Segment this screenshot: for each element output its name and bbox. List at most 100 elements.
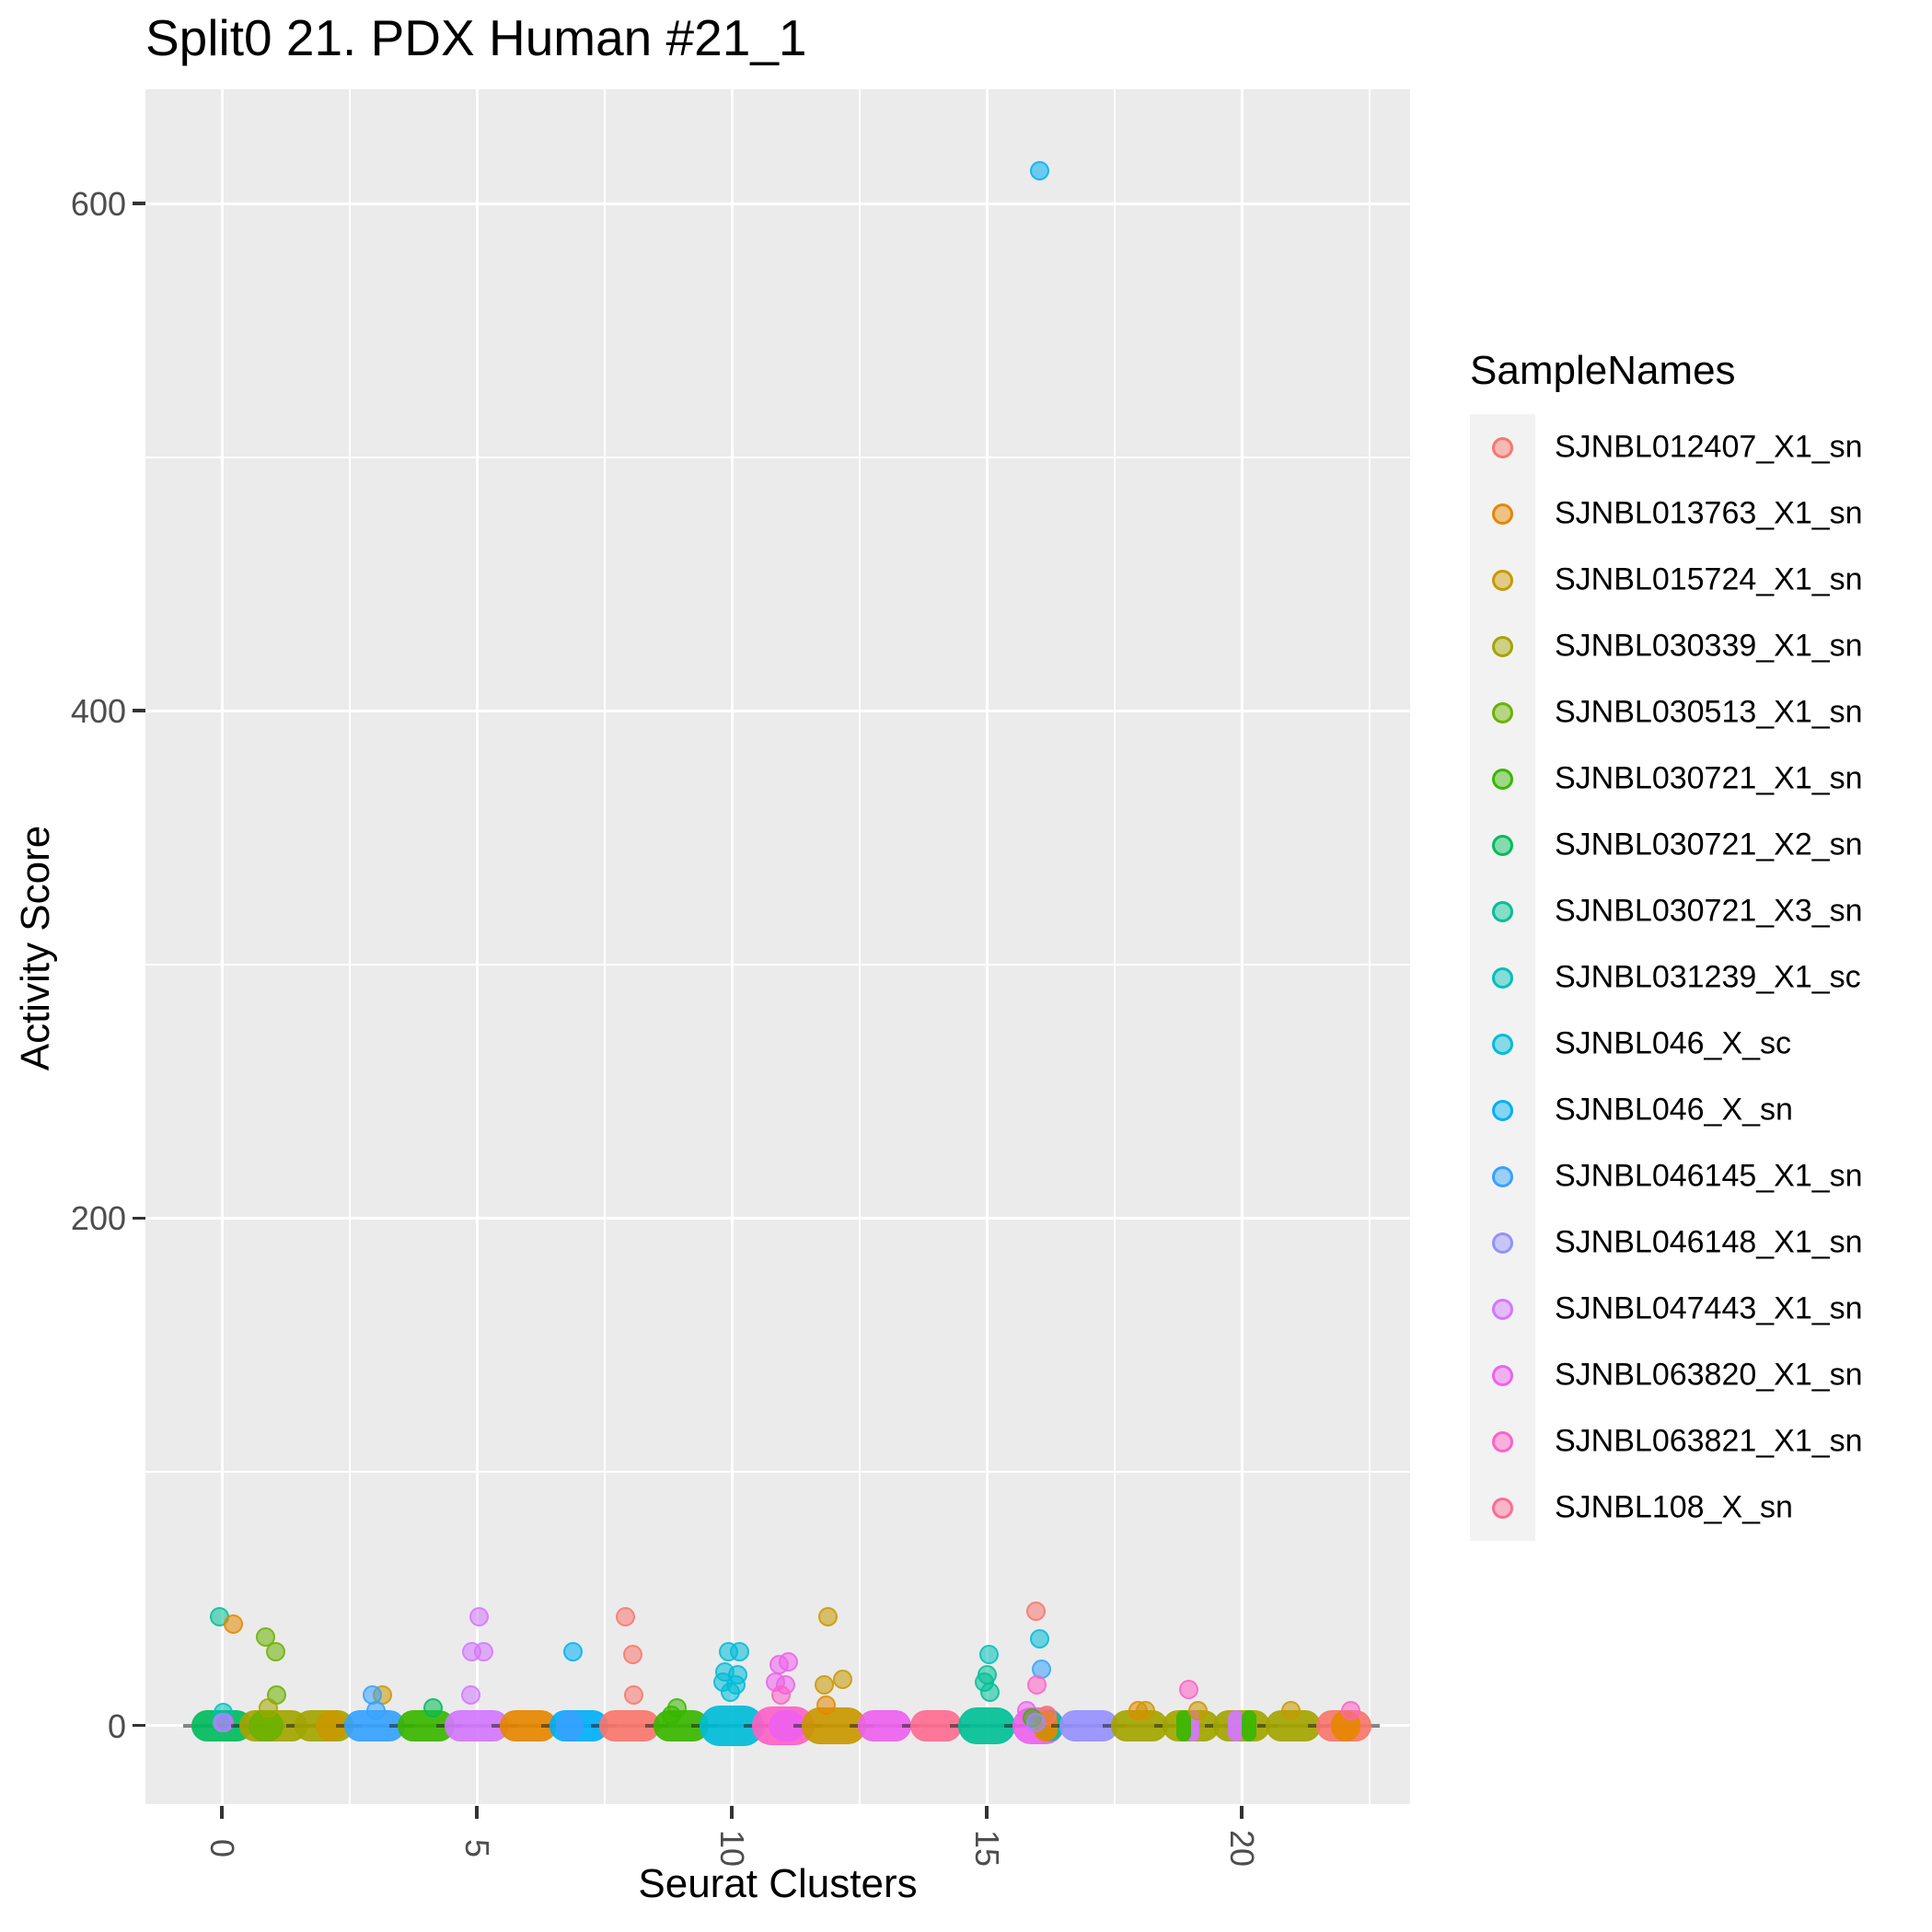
data-point bbox=[833, 1670, 853, 1690]
x-tick-label: 0 bbox=[203, 1838, 242, 1858]
legend-item-label: SJNBL063820_X1_sn bbox=[1555, 1357, 1863, 1393]
legend-item: SJNBL047443_X1_sn bbox=[1470, 1276, 1930, 1342]
legend-point-icon bbox=[1492, 1166, 1513, 1187]
legend-point-icon bbox=[1492, 503, 1513, 525]
point-cluster-blob bbox=[700, 1705, 765, 1746]
data-point bbox=[223, 1614, 243, 1634]
data-point bbox=[1030, 160, 1050, 180]
legend-item-label: SJNBL030721_X3_sn bbox=[1555, 893, 1863, 929]
data-point bbox=[473, 1642, 493, 1662]
data-point bbox=[563, 1642, 584, 1662]
legend-item-label: SJNBL015724_X1_sn bbox=[1555, 561, 1863, 597]
y-tick-label: 200 bbox=[70, 1199, 126, 1238]
gridline-minor-y bbox=[145, 963, 1410, 966]
legend-item-label: SJNBL012407_X1_sn bbox=[1555, 429, 1863, 465]
legend-item: SJNBL013763_X1_sn bbox=[1470, 480, 1930, 547]
legend-item-label: SJNBL030339_X1_sn bbox=[1555, 628, 1863, 664]
data-point bbox=[423, 1697, 444, 1718]
y-tick-mark bbox=[133, 202, 145, 205]
legend-item-label: SJNBL013763_X1_sn bbox=[1555, 495, 1863, 531]
gridline-minor-x bbox=[1368, 89, 1371, 1804]
x-tick-mark bbox=[730, 1806, 734, 1819]
legend-item: SJNBL030721_X2_sn bbox=[1470, 812, 1930, 878]
y-tick-label: 0 bbox=[107, 1706, 126, 1745]
legend-item-label: SJNBL030721_X2_sn bbox=[1555, 827, 1863, 862]
legend-item-label: SJNBL063821_X1_sn bbox=[1555, 1423, 1863, 1459]
point-cluster-blob bbox=[555, 1709, 584, 1741]
legend-point-icon bbox=[1492, 636, 1513, 657]
gridline-major-x bbox=[985, 89, 989, 1804]
legend-point-icon bbox=[1492, 1034, 1513, 1055]
data-point bbox=[623, 1684, 643, 1705]
data-point bbox=[978, 1644, 999, 1664]
data-point bbox=[1135, 1700, 1155, 1720]
gridline-minor-x bbox=[348, 89, 351, 1804]
gridline-major-y bbox=[145, 202, 1410, 205]
legend-item: SJNBL030721_X3_sn bbox=[1470, 878, 1930, 944]
data-point bbox=[1026, 1602, 1047, 1622]
data-point bbox=[1030, 1629, 1050, 1649]
data-point bbox=[1188, 1700, 1209, 1720]
legend-title: SampleNames bbox=[1470, 348, 1736, 393]
data-point bbox=[771, 1684, 792, 1705]
y-tick-label: 400 bbox=[70, 692, 126, 731]
legend-point-icon bbox=[1492, 967, 1513, 989]
data-point bbox=[729, 1642, 749, 1662]
data-point bbox=[1281, 1700, 1301, 1720]
x-tick-label: 5 bbox=[458, 1838, 497, 1858]
gridline-major-x bbox=[475, 89, 479, 1804]
plot-title: Split0 21. PDX Human #21_1 bbox=[145, 9, 807, 66]
gridline-major-x bbox=[1240, 89, 1244, 1804]
legend-item-label: SJNBL046_X_sn bbox=[1555, 1092, 1793, 1128]
data-point bbox=[1179, 1680, 1199, 1700]
legend-point-icon bbox=[1492, 1232, 1513, 1254]
legend-point-icon bbox=[1492, 835, 1513, 856]
x-tick-label: 15 bbox=[968, 1829, 1007, 1868]
x-tick-mark bbox=[475, 1806, 479, 1819]
legend-point-icon bbox=[1492, 1299, 1513, 1320]
y-tick-label: 600 bbox=[70, 185, 126, 224]
y-axis-title: Activity Score bbox=[13, 825, 58, 1071]
legend-item-label: SJNBL030721_X1_sn bbox=[1555, 760, 1863, 796]
legend-item-label: SJNBL031239_X1_sc bbox=[1555, 959, 1861, 995]
legend-point-icon bbox=[1492, 769, 1513, 790]
legend-point-icon bbox=[1492, 1431, 1513, 1452]
legend-item: SJNBL030721_X1_sn bbox=[1470, 746, 1930, 812]
data-point bbox=[615, 1606, 635, 1626]
data-point bbox=[622, 1644, 642, 1664]
x-tick-mark bbox=[1240, 1806, 1244, 1819]
data-point bbox=[469, 1606, 489, 1626]
x-tick-label: 10 bbox=[713, 1829, 752, 1868]
legend-item-label: SJNBL108_X_sn bbox=[1555, 1489, 1793, 1525]
y-tick-mark bbox=[133, 1723, 145, 1728]
gridline-major-x bbox=[220, 89, 224, 1804]
legend-point-icon bbox=[1492, 1365, 1513, 1386]
legend-point-icon bbox=[1492, 901, 1513, 922]
x-tick-label: 20 bbox=[1223, 1829, 1262, 1868]
legend-item: SJNBL046145_X1_sn bbox=[1470, 1143, 1930, 1209]
gridline-major-y bbox=[145, 709, 1410, 712]
gridline-minor-y bbox=[145, 456, 1410, 458]
legend-item: SJNBL046148_X1_sn bbox=[1470, 1209, 1930, 1276]
legend-item: SJNBL030513_X1_sn bbox=[1470, 679, 1930, 746]
legend-item: SJNBL015724_X1_sn bbox=[1470, 547, 1930, 613]
legend-item-label: SJNBL047443_X1_sn bbox=[1555, 1290, 1863, 1326]
data-point bbox=[259, 1697, 278, 1718]
plot-panel bbox=[145, 89, 1410, 1804]
legend-item: SJNBL046_X_sc bbox=[1470, 1011, 1930, 1077]
data-point bbox=[365, 1700, 386, 1720]
x-tick-mark bbox=[985, 1806, 989, 1819]
legend-item: SJNBL108_X_sn bbox=[1470, 1475, 1930, 1541]
legend-point-icon bbox=[1492, 702, 1513, 723]
gridline-major-x bbox=[730, 89, 734, 1804]
data-point bbox=[1027, 1674, 1047, 1695]
legend-item: SJNBL012407_X1_sn bbox=[1470, 414, 1930, 480]
legend-item-label: SJNBL046_X_sc bbox=[1555, 1025, 1792, 1061]
legend-item: SJNBL063820_X1_sn bbox=[1470, 1342, 1930, 1408]
data-point bbox=[662, 1706, 682, 1726]
legend-item: SJNBL030339_X1_sn bbox=[1470, 613, 1930, 679]
y-tick-mark bbox=[133, 709, 145, 712]
data-point bbox=[1341, 1700, 1361, 1720]
data-point bbox=[769, 1654, 790, 1674]
